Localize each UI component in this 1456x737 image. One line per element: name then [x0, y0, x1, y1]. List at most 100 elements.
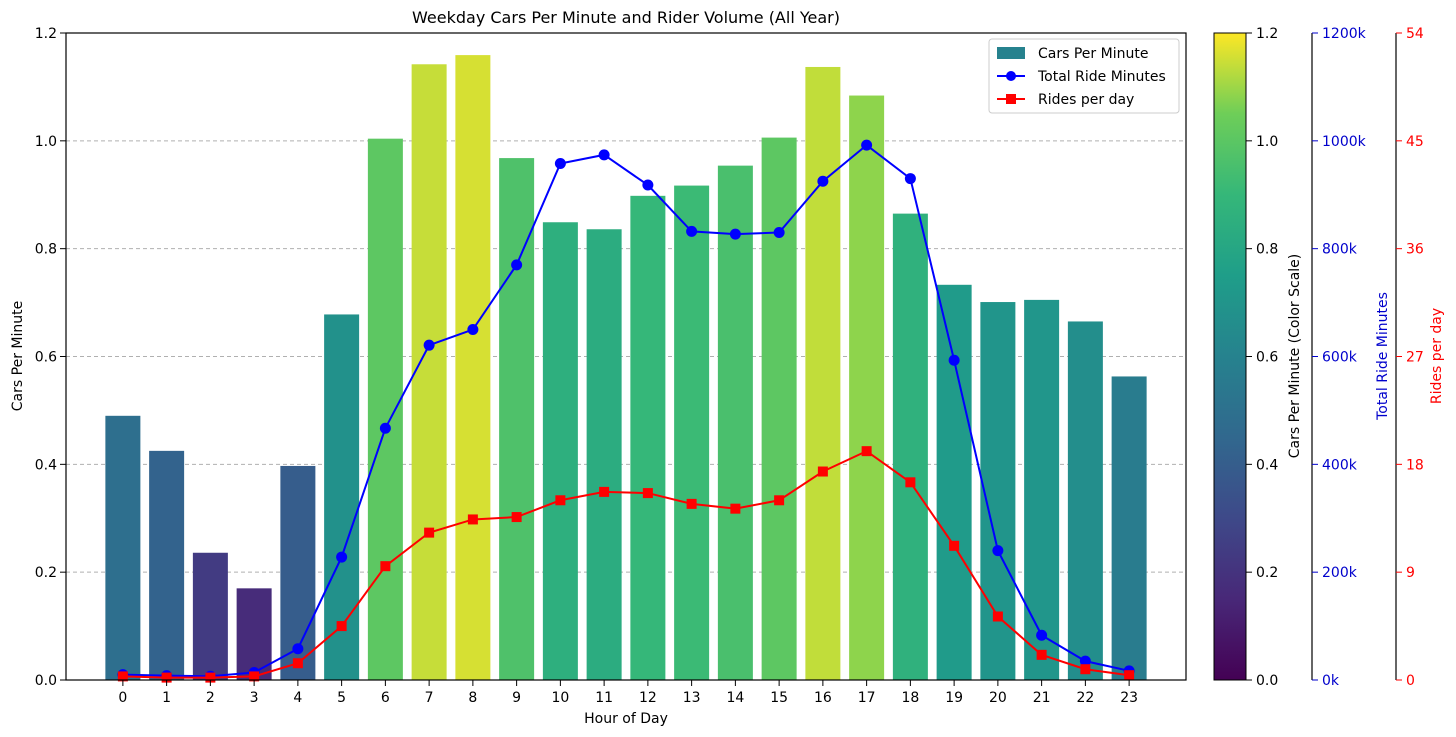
x-tick-label: 20	[989, 690, 1007, 706]
point-total-ride-minutes	[773, 226, 785, 238]
bar-hour-2	[192, 552, 228, 680]
colorbar-tick-label: 1.2	[1256, 26, 1278, 42]
x-tick-label: 17	[858, 690, 876, 706]
point-rides-per-day	[817, 466, 828, 477]
x-tick-label: 18	[901, 690, 919, 706]
legend: Cars Per Minute Total Ride Minutes Rides p…	[988, 38, 1180, 114]
legend-box	[988, 38, 1180, 114]
right-tick-label: 36	[1406, 242, 1424, 258]
point-rides-per-day	[686, 498, 697, 509]
point-rides-per-day	[205, 672, 216, 683]
x-tick-label: 7	[425, 690, 434, 706]
legend-label: Cars Per Minute	[1038, 46, 1148, 62]
point-rides-per-day	[992, 611, 1003, 622]
y-tick-label: 1.0	[35, 134, 57, 150]
point-rides-per-day	[949, 540, 960, 551]
point-total-ride-minutes	[904, 173, 916, 185]
y-tick-label: 1.2	[35, 26, 57, 42]
right-tick-label: 18	[1406, 457, 1424, 473]
x-axis-title: Hour of Day	[584, 711, 668, 727]
y-tick-label: 0.8	[35, 242, 57, 258]
bar-hour-7	[411, 64, 447, 680]
x-tick-label: 8	[468, 690, 477, 706]
colorbar-tick-label: 0.8	[1256, 242, 1278, 258]
x-tick-label: 21	[1033, 690, 1051, 706]
bar-hour-11	[586, 229, 622, 681]
y-tick-label: 0.2	[35, 565, 57, 581]
bars	[105, 55, 1147, 681]
point-total-ride-minutes	[992, 545, 1004, 557]
point-total-ride-minutes	[336, 551, 348, 563]
right-tick-label: 800k	[1322, 242, 1358, 258]
right-tick-label: 200k	[1322, 565, 1358, 581]
point-rides-per-day	[599, 486, 610, 497]
point-rides-per-day	[1080, 664, 1091, 675]
x-tick-label: 2	[206, 690, 215, 706]
point-rides-per-day	[642, 488, 653, 499]
point-rides-per-day	[774, 495, 785, 506]
point-total-ride-minutes	[686, 225, 698, 237]
point-total-ride-minutes	[554, 157, 566, 169]
point-rides-per-day	[249, 671, 260, 682]
point-rides-per-day	[555, 495, 566, 506]
grid-lines	[66, 140, 1186, 573]
right-tick-label: 0	[1406, 673, 1415, 689]
x-tick-label: 9	[512, 690, 521, 706]
legend-swatch-bar	[997, 47, 1025, 59]
right-axis-rides-per-day: 0 9 18 27 36 45 54	[1395, 26, 1424, 689]
point-rides-per-day	[380, 561, 391, 572]
line-total-ride-minutes	[122, 143, 1130, 678]
series-lines	[117, 139, 1135, 683]
point-rides-per-day	[336, 621, 347, 632]
point-total-ride-minutes	[948, 354, 960, 366]
y-axis-title: Cars Per Minute	[10, 301, 26, 411]
point-total-ride-minutes	[861, 139, 873, 151]
point-rides-per-day	[511, 512, 522, 523]
bar-hour-8	[455, 55, 491, 680]
right-tick-label: 0k	[1322, 673, 1340, 689]
bar-hour-19	[936, 284, 972, 680]
bar-hour-13	[674, 185, 710, 680]
legend-label: Rides per day	[1038, 92, 1134, 108]
x-tick-label: 22	[1076, 690, 1094, 706]
chart-title: Weekday Cars Per Minute and Rider Volume…	[412, 8, 840, 27]
bar-hour-14	[717, 165, 753, 680]
right-tick-label: 9	[1406, 565, 1415, 581]
point-rides-per-day	[905, 477, 916, 488]
point-rides-per-day	[467, 514, 478, 525]
right-tick-label: 1000k	[1322, 134, 1367, 150]
right-axis-total-ride-minutes: 0k 200k 400k 600k 800k 1000k 1200k	[1311, 26, 1367, 689]
point-total-ride-minutes	[423, 339, 435, 351]
point-total-ride-minutes	[642, 179, 654, 191]
x-tick-label: 0	[118, 690, 127, 706]
colorbar-tick-label: 1.0	[1256, 134, 1278, 150]
y-tick-label: 0.6	[35, 350, 57, 366]
line-rides-per-day	[122, 450, 1130, 679]
point-total-ride-minutes	[467, 324, 479, 336]
bar-hour-20	[980, 302, 1016, 680]
colorbar-tick-label: 0.0	[1256, 673, 1278, 689]
legend-label: Total Ride Minutes	[1037, 69, 1166, 85]
point-rides-per-day	[1036, 649, 1047, 660]
point-total-ride-minutes	[379, 422, 391, 434]
right-tick-label: 27	[1406, 350, 1424, 366]
x-tick-label: 15	[770, 690, 788, 706]
point-rides-per-day	[292, 658, 303, 669]
x-tick-label: 12	[639, 690, 657, 706]
x-tick-label: 11	[595, 690, 613, 706]
point-rides-per-day	[730, 503, 741, 514]
right-tick-label: 600k	[1322, 350, 1358, 366]
x-tick-label: 6	[381, 690, 390, 706]
colorbar: 0.0 0.2 0.4 0.6 0.8 1.0 1.2	[1213, 26, 1278, 689]
right-axis-1-title: Total Ride Minutes	[1375, 292, 1391, 421]
bar-hour-16	[805, 66, 841, 680]
point-rides-per-day	[1124, 670, 1135, 681]
colorbar-gradient	[1213, 32, 1247, 681]
legend-marker	[1006, 71, 1016, 81]
bar-hour-23	[1111, 376, 1147, 680]
point-total-ride-minutes	[729, 228, 741, 240]
x-tick-label: 13	[683, 690, 701, 706]
right-axis-2-title: Rides per day	[1429, 308, 1445, 404]
bar-hour-17	[849, 95, 885, 680]
